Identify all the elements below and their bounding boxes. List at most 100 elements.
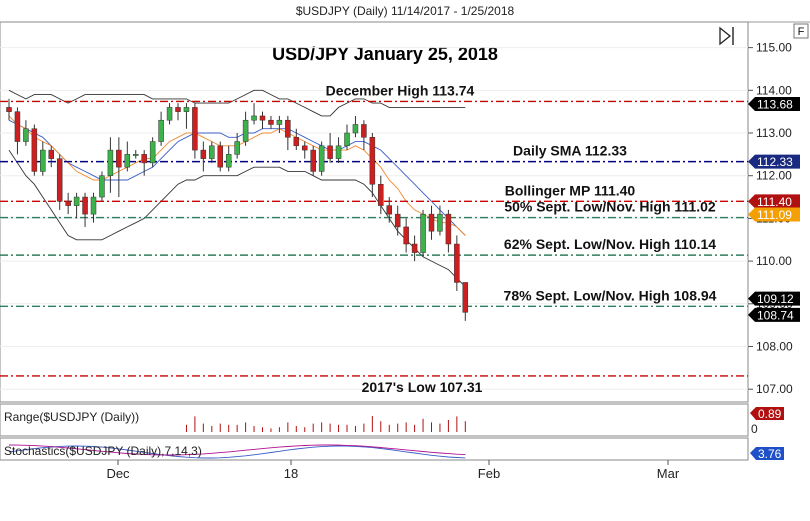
stoch-k-line <box>8 445 466 459</box>
candle-body <box>225 154 232 168</box>
y-tick-label: 112.00 <box>756 169 792 183</box>
candle-body <box>369 137 376 185</box>
candle-body <box>327 145 333 159</box>
stochastic-lines <box>8 444 466 459</box>
price-tag-text: 112.33 <box>757 155 793 169</box>
candle-body <box>116 149 122 168</box>
candle-body <box>48 149 54 159</box>
candle-body <box>73 196 80 206</box>
candle-body <box>276 119 283 125</box>
candle-body <box>378 183 384 206</box>
level-label: December High 113.74 <box>326 82 475 98</box>
range-panel-frame <box>0 403 749 437</box>
candle-body <box>175 107 181 112</box>
y-tick-label: 108.00 <box>756 339 793 353</box>
candle-body <box>149 141 156 164</box>
candle-body <box>234 141 240 155</box>
x-tick-label: Dec <box>106 466 130 481</box>
candle-body <box>158 119 164 142</box>
stoch-value-tag: 3.76 <box>750 447 784 461</box>
y-tick-label: 107.00 <box>756 382 793 396</box>
candle-body <box>107 149 114 176</box>
stoch-panel-label: Stochastics($USDJPY (Daily),7,14,3) <box>4 444 202 458</box>
range-panel-label: Range($USDJPY (Daily)) <box>4 410 139 424</box>
y-tick-label: 113.00 <box>756 126 792 140</box>
stoch-tag-text: 3.76 <box>758 447 782 461</box>
candle-body <box>411 243 418 253</box>
candle-body <box>437 213 443 232</box>
level-label: Bollinger MP 111.40 <box>505 182 636 198</box>
candle-body <box>352 124 359 134</box>
y-tick-label: 115.00 <box>756 41 792 55</box>
candle-body <box>40 149 46 172</box>
candle-body <box>65 201 71 206</box>
time-axis: Dec 18 Feb Mar <box>106 460 680 481</box>
skip-to-end-icon[interactable] <box>719 26 734 46</box>
price-tag-text: 111.40 <box>757 195 792 209</box>
x-tick-label: Feb <box>478 466 500 481</box>
candle-body <box>124 154 131 168</box>
format-button-label: F <box>798 26 805 38</box>
candle-body <box>23 128 29 142</box>
level-label: 62% Sept. Low/Nov. High 110.14 <box>504 236 716 252</box>
candle-body <box>310 149 316 172</box>
candle-body <box>420 213 426 253</box>
candle-body <box>454 243 460 283</box>
candle-body <box>251 115 257 121</box>
price-tag-shape <box>748 154 800 169</box>
candle-body <box>6 107 12 112</box>
candle-body <box>31 128 38 172</box>
price-tag-shape <box>748 207 800 222</box>
candle-body <box>99 175 105 198</box>
range-value-tag: 0.89 <box>750 407 784 421</box>
level-lines: December High 113.74 Daily SMA 112.33 Boll… <box>0 82 748 395</box>
range-zero-label: 0 <box>751 422 758 436</box>
candle-body <box>82 196 88 215</box>
candle-body <box>302 145 308 151</box>
chart-title: USD/JPY January 25, 2018 <box>272 44 498 64</box>
level-label: Daily SMA 112.33 <box>513 143 627 159</box>
candle-body <box>403 226 409 245</box>
price-tag-shape <box>748 307 800 322</box>
indicator-bands <box>8 89 466 288</box>
candle-body <box>344 132 350 147</box>
candle-body <box>386 205 392 215</box>
candle-body <box>318 145 325 172</box>
candle-body <box>192 107 198 151</box>
candle-body <box>166 107 173 121</box>
candle-body <box>14 111 21 142</box>
candle-body <box>217 145 223 168</box>
range-tag-text: 0.89 <box>758 407 782 421</box>
candle-body <box>293 137 300 147</box>
range-bars <box>185 416 466 432</box>
price-tag-shape <box>748 291 800 306</box>
stoch-d-line <box>8 444 466 456</box>
price-gridlines <box>0 47 748 390</box>
candle-body <box>428 213 435 232</box>
y-tick-label: 114.00 <box>756 83 792 97</box>
candle-body <box>361 124 367 138</box>
candle-body <box>56 158 63 202</box>
level-label: 78% Sept. Low/Nov. High 108.94 <box>504 287 717 303</box>
candle-body <box>268 119 274 125</box>
candlesticks <box>6 98 469 321</box>
level-label: 50% Sept. Low/Nov. High 111.02 <box>504 199 716 215</box>
candle-body <box>445 213 452 245</box>
price-tag-text: 111.09 <box>757 208 792 222</box>
x-tick-label: Mar <box>657 466 680 481</box>
format-button[interactable]: F <box>793 23 809 39</box>
price-tag-shape <box>748 194 800 209</box>
main-plot-frame <box>0 21 749 403</box>
candle-body <box>133 154 139 156</box>
candle-body <box>200 149 207 159</box>
candle-body <box>462 282 469 313</box>
bollinger-upper-line <box>8 89 466 117</box>
candle-body <box>90 196 97 215</box>
candle-body <box>242 119 249 142</box>
candle-body <box>141 154 147 164</box>
price-tag-text: 109.12 <box>757 292 794 306</box>
candle-body <box>285 119 291 138</box>
header-bar <box>0 0 810 22</box>
